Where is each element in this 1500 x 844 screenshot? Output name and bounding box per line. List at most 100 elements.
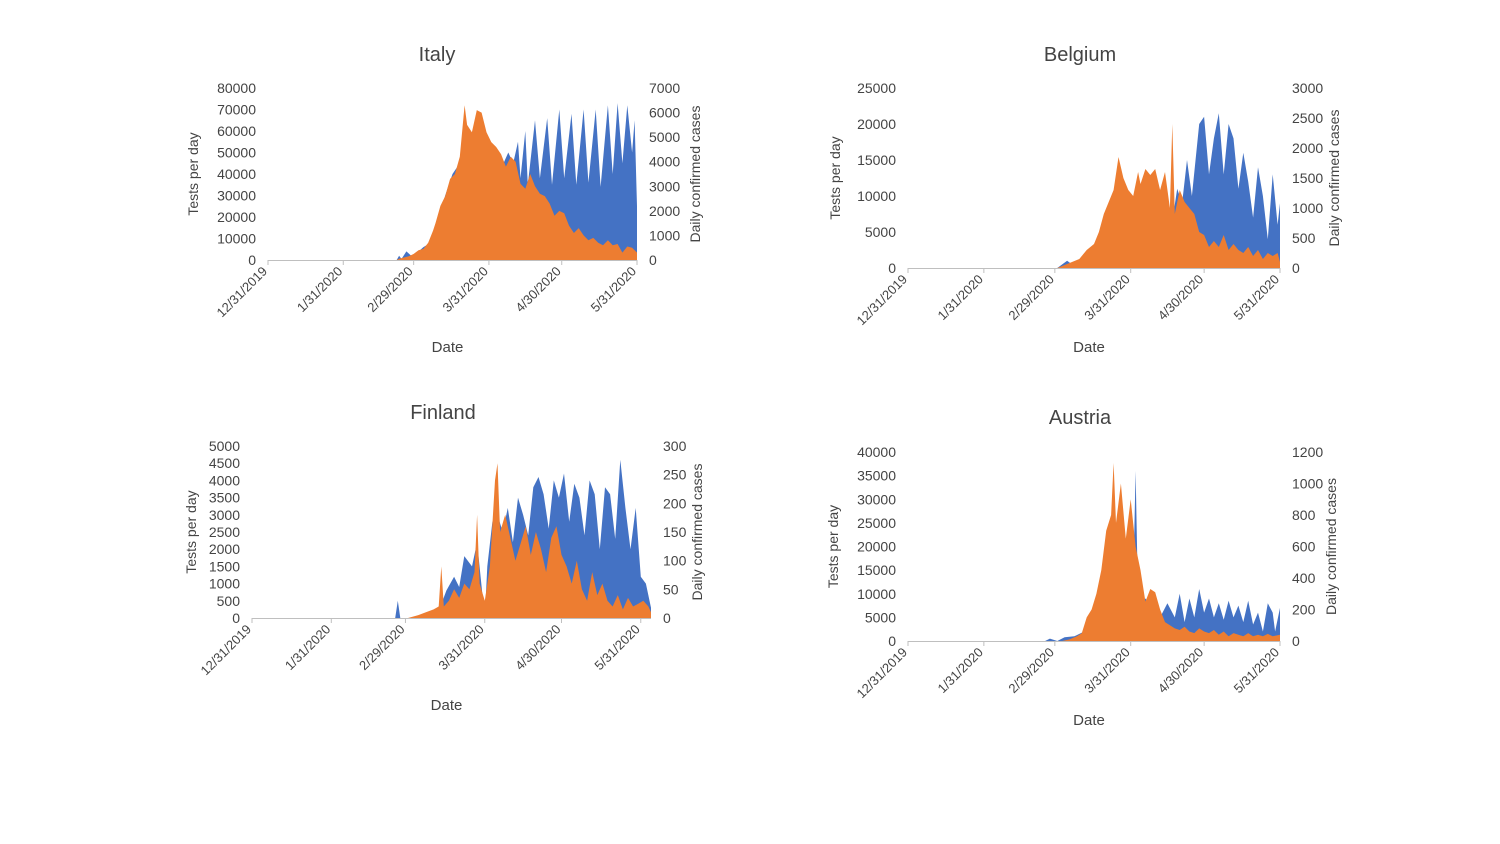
italy-y-tick-label: 80000 (217, 80, 256, 96)
belgium-y-axis-title: Tests per day (827, 136, 843, 219)
austria-x-tick-label: 2/29/2020 (1005, 645, 1057, 697)
italy-y2-tick-label: 6000 (649, 105, 680, 121)
austria-x-axis-title: Date (1073, 712, 1105, 729)
italy-y2-tick-label: 3000 (649, 178, 680, 194)
finland-x-tick-label: 4/30/2020 (512, 622, 564, 674)
italy-y-tick-label: 70000 (217, 102, 256, 118)
austria-y2-axis-title: Daily confirmed cases (1323, 478, 1339, 615)
finland-y-tick-label: 2000 (209, 541, 240, 557)
belgium-cases-area (1057, 124, 1280, 268)
finland-y2-tick-label: 300 (663, 438, 687, 454)
finland-y-tick-label: 2500 (209, 524, 240, 540)
belgium-x-tick-label: 12/31/2019 (853, 272, 910, 329)
finland-y-tick-label: 1000 (209, 576, 240, 592)
italy-y-tick-label: 20000 (217, 209, 256, 225)
finland-y-tick-label: 3500 (209, 490, 240, 506)
finland-y-tick-label: 4500 (209, 455, 240, 471)
italy-x-tick-label: 1/31/2020 (294, 264, 346, 316)
austria-y2-tick-label: 0 (1292, 633, 1300, 649)
belgium-y2-tick-label: 1500 (1292, 170, 1323, 186)
austria-y-tick-label: 15000 (857, 562, 896, 578)
finland-y2-tick-label: 150 (663, 524, 687, 540)
italy-title: Italy (419, 44, 456, 66)
finland-chart: Finland 12/31/2019 1/31/2020 2/29/2020 3/31/… (183, 402, 705, 714)
austria-y-axis-title: Tests per day (825, 505, 841, 588)
belgium-x-axis-title: Date (1073, 339, 1105, 356)
austria-y2-tick-label: 1200 (1292, 444, 1323, 460)
belgium-y2-tick-label: 2000 (1292, 140, 1323, 156)
austria-y-tick-label: 20000 (857, 539, 896, 555)
belgium-x-tick-label: 5/31/2020 (1231, 272, 1283, 324)
italy-y2-tick-label: 2000 (649, 203, 680, 219)
finland-y-axis-title: Tests per day (183, 490, 199, 573)
finland-y2-tick-label: 100 (663, 553, 687, 569)
italy-y2-tick-label: 5000 (649, 129, 680, 145)
austria-y2-tick-label: 800 (1292, 507, 1316, 523)
italy-chart: Italy 12/31/2019 1/31/2020 2/29/2020 3/31/20… (185, 44, 703, 356)
austria-x-tick-label: 1/31/2020 (934, 645, 986, 697)
italy-y2-axis-title: Daily confirmed cases (687, 106, 703, 243)
italy-x-tick-label: 5/31/2020 (588, 264, 640, 316)
finland-y-tick-label: 3000 (209, 507, 240, 523)
belgium-y2-tick-label: 0 (1292, 260, 1300, 276)
belgium-y2-tick-label: 2500 (1292, 110, 1323, 126)
finland-cases-area (408, 463, 651, 618)
italy-x-axis-title: Date (432, 339, 464, 356)
belgium-y-tick-label: 15000 (857, 152, 896, 168)
italy-y-axis-title: Tests per day (185, 132, 201, 215)
italy-x-tick-label: 4/30/2020 (512, 264, 564, 316)
italy-y-tick-label: 50000 (217, 145, 256, 161)
belgium-x-tick-label: 2/29/2020 (1005, 272, 1057, 324)
belgium-x-tick-label: 4/30/2020 (1155, 272, 1207, 324)
finland-x-tick-label: 1/31/2020 (282, 622, 334, 674)
belgium-y2-axis-title: Daily confirmed cases (1326, 110, 1342, 247)
finland-y-tick-label: 5000 (209, 438, 240, 454)
finland-x-tick-label: 3/31/2020 (435, 622, 487, 674)
austria-tests-area (1045, 470, 1280, 641)
austria-y2-tick-label: 200 (1292, 602, 1316, 618)
italy-y2-tick-label: 1000 (649, 227, 680, 243)
italy-y-tick-label: 0 (248, 252, 256, 268)
finland-x-tick-label: 2/29/2020 (356, 622, 408, 674)
austria-y-tick-label: 35000 (857, 468, 896, 484)
austria-y2-tick-label: 1000 (1292, 476, 1323, 492)
finland-y2-tick-label: 50 (663, 581, 679, 597)
finland-y-tick-label: 0 (232, 610, 240, 626)
finland-x-axis-title: Date (431, 697, 463, 714)
austria-x-tick-label: 12/31/2019 (853, 645, 910, 702)
belgium-y2-tick-label: 500 (1292, 230, 1316, 246)
finland-y-tick-label: 1500 (209, 558, 240, 574)
austria-y2-tick-label: 400 (1292, 570, 1316, 586)
austria-y-tick-label: 40000 (857, 444, 896, 460)
italy-y-tick-label: 60000 (217, 123, 256, 139)
belgium-chart: Belgium 12/31/2019 1/31/2020 2/29/2020 3/31/… (827, 44, 1342, 356)
belgium-y-tick-label: 10000 (857, 188, 896, 204)
belgium-y2-tick-label: 3000 (1292, 80, 1323, 96)
austria-y-tick-label: 30000 (857, 491, 896, 507)
finland-y-tick-label: 4000 (209, 472, 240, 488)
italy-y2-tick-label: 7000 (649, 80, 680, 96)
austria-title: Austria (1049, 407, 1112, 429)
austria-y-tick-label: 25000 (857, 515, 896, 531)
finland-y2-tick-label: 250 (663, 467, 687, 483)
finland-y-tick-label: 500 (217, 593, 241, 609)
austria-cases-area (1062, 463, 1280, 641)
belgium-y-tick-label: 25000 (857, 80, 896, 96)
belgium-x-tick-label: 3/31/2020 (1081, 272, 1133, 324)
belgium-y-tick-label: 5000 (865, 224, 896, 240)
italy-cases-area (396, 105, 637, 260)
finland-y2-tick-label: 200 (663, 495, 687, 511)
italy-x-tick-label: 12/31/2019 (213, 264, 270, 321)
austria-y-tick-label: 10000 (857, 586, 896, 602)
finland-x-tick-label: 12/31/2019 (197, 622, 254, 679)
austria-x-tick-label: 4/30/2020 (1155, 645, 1207, 697)
finland-x-tick-label: 5/31/2020 (591, 622, 643, 674)
italy-y-tick-label: 30000 (217, 188, 256, 204)
italy-y2-tick-label: 4000 (649, 154, 680, 170)
belgium-title: Belgium (1044, 44, 1116, 66)
italy-y-tick-label: 40000 (217, 166, 256, 182)
finland-y2-tick-label: 0 (663, 610, 671, 626)
italy-x-tick-label: 3/31/2020 (440, 264, 492, 316)
finland-y2-axis-title: Daily confirmed cases (689, 464, 705, 601)
